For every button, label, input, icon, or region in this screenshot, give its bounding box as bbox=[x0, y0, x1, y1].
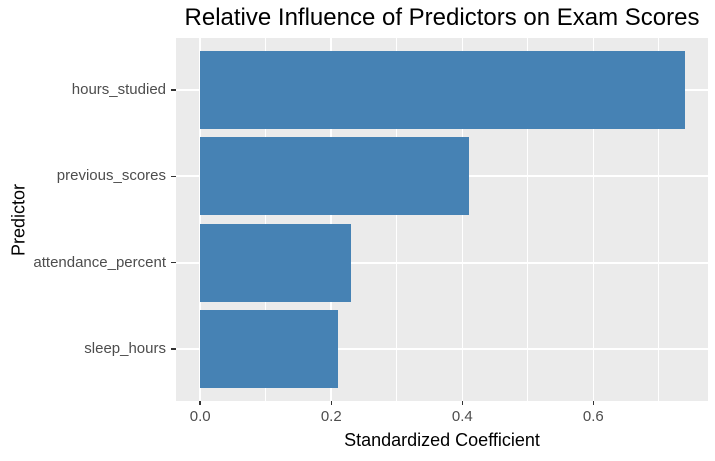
x-tick-mark bbox=[592, 401, 595, 405]
y-major-gridline bbox=[176, 261, 708, 264]
y-tick-label: previous_scores bbox=[56, 167, 166, 185]
x-minor-gridline bbox=[265, 38, 267, 401]
x-major-gridline bbox=[592, 38, 595, 401]
y-axis-title: Predictor bbox=[8, 183, 29, 257]
y-tick-label: hours_studied bbox=[71, 80, 166, 98]
x-tick-mark bbox=[330, 401, 333, 405]
x-minor-gridline bbox=[527, 38, 529, 401]
chart-title: Relative Influence of Predictors on Exam… bbox=[184, 4, 700, 31]
x-tick-label: 0.2 bbox=[320, 408, 342, 425]
y-tick-mark bbox=[171, 89, 176, 91]
x-major-gridline bbox=[461, 38, 464, 401]
x-tick-mark bbox=[461, 401, 464, 405]
bar-hours_studied bbox=[200, 50, 686, 129]
y-tick-mark bbox=[171, 261, 176, 264]
y-tick-label: sleep_hours bbox=[84, 340, 166, 358]
x-major-gridline bbox=[199, 38, 202, 401]
plot-panel bbox=[176, 38, 708, 401]
y-major-gridline bbox=[176, 348, 708, 350]
x-tick-label: 0.0 bbox=[189, 408, 211, 425]
y-tick-mark bbox=[171, 348, 176, 350]
bar-attendance_percent bbox=[200, 223, 351, 302]
x-tick-label: 0.6 bbox=[582, 408, 604, 425]
x-tick-mark bbox=[199, 401, 201, 405]
x-minor-gridline bbox=[658, 38, 660, 401]
x-axis-title: Standardized Coefficient bbox=[344, 430, 540, 450]
bar-sleep_hours bbox=[200, 310, 338, 389]
bar-previous_scores bbox=[200, 137, 469, 216]
y-tick-mark bbox=[171, 175, 176, 178]
x-minor-gridline bbox=[396, 38, 398, 401]
y-tick-label: attendance_percent bbox=[33, 253, 166, 271]
x-major-gridline bbox=[330, 38, 333, 401]
x-tick-label: 0.4 bbox=[451, 408, 473, 425]
